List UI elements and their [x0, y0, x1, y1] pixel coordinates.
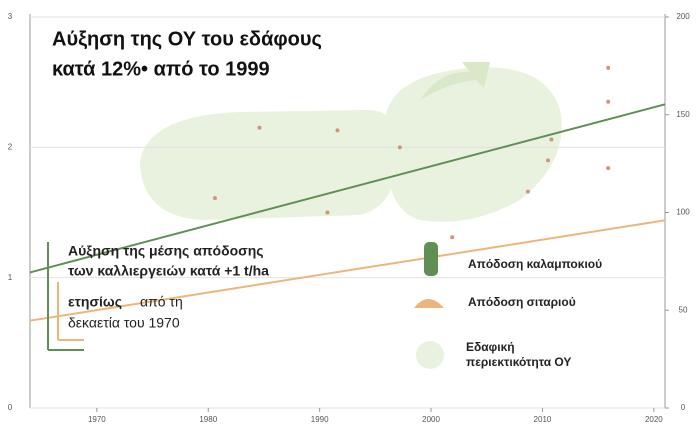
- y-tick-label: 1: [8, 273, 13, 282]
- y-tick-label: 3: [8, 12, 13, 21]
- y2-tick-label: 50: [679, 305, 688, 314]
- x-tick-label: 1980: [199, 415, 217, 424]
- x-tick-label: 1970: [88, 415, 106, 424]
- data-point: [606, 65, 611, 70]
- annotation-text: Αύξηση της μέσης απόδοσης: [68, 243, 264, 259]
- trend-line: [29, 103, 666, 274]
- annotation-text: ετησίως: [68, 294, 122, 310]
- plot-area: [29, 16, 666, 409]
- chart-title: Αύξηση της ΟΥ του εδάφους: [52, 28, 322, 50]
- x-tick-label: 2010: [534, 415, 552, 424]
- legend-label: Απόδοση καλαμποκιού: [468, 257, 602, 271]
- y2-tick-label: 100: [676, 208, 690, 217]
- data-point: [335, 128, 340, 133]
- data-point: [606, 166, 611, 171]
- annotation-text: δεκαετία του 1970: [68, 315, 180, 331]
- data-point: [549, 137, 554, 142]
- legend-label-box: Εδαφική περιεκτικότητα ΟΥ: [466, 340, 572, 369]
- data-point: [212, 196, 217, 201]
- background-blobs: [140, 62, 562, 222]
- annotation-text: από τη: [140, 294, 183, 310]
- y-tick-label: 2: [8, 142, 13, 151]
- trend-line: [29, 219, 666, 322]
- y-tick-label: 0: [8, 403, 13, 412]
- data-point: [257, 125, 262, 130]
- data-point: [525, 189, 530, 194]
- chart-title: κατά 12%• από το 1999: [52, 58, 270, 80]
- x-tick-label: 2020: [645, 415, 663, 424]
- annotation-text: των καλλιεργειών κατά +1 t/ha: [68, 263, 269, 279]
- legend-icons: [414, 242, 444, 369]
- y2-tick-label: 0: [681, 403, 686, 412]
- legend-label: Εδαφική περιεκτικότητα ΟΥ: [466, 340, 572, 369]
- x-tick-label: 2000: [422, 415, 440, 424]
- y2-tick-label: 150: [676, 110, 690, 119]
- annotation: Αύξηση της μέσης απόδοσης των καλλιεργει…: [47, 242, 269, 351]
- x-tick-label: 1990: [311, 415, 329, 424]
- data-point: [397, 145, 402, 150]
- data-point: [606, 99, 611, 104]
- data-point: [546, 158, 551, 163]
- data-point: [450, 235, 455, 240]
- y2-tick-label: 200: [676, 12, 690, 21]
- legend-label: Απόδοση σιταριού: [468, 295, 576, 309]
- data-point: [325, 210, 330, 215]
